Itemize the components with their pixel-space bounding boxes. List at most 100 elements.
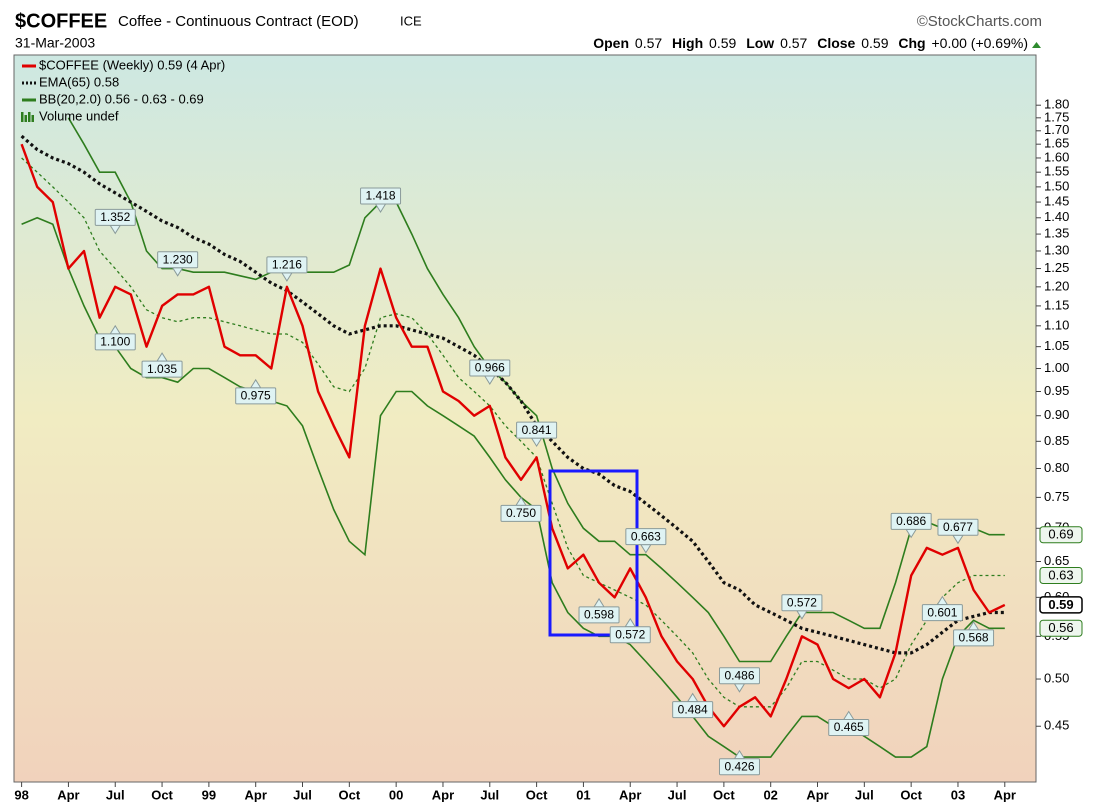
x-tick-label: Jul: [106, 787, 125, 802]
last-value-box: [1039, 619, 1083, 637]
y-tick-label: 0.85: [1044, 433, 1069, 448]
x-tick-label: Oct: [900, 787, 922, 802]
annotation-box: [94, 333, 136, 351]
x-tick-label: Apr: [806, 787, 828, 802]
y-tick-label: 1.75: [1044, 109, 1069, 124]
x-tick-label: Jul: [293, 787, 312, 802]
annotation-box: [937, 518, 979, 536]
annotation-box: [235, 387, 277, 405]
y-tick-label: 0.80: [1044, 460, 1069, 475]
annotation-label: 0.568: [959, 631, 989, 645]
annotation-label: 0.465: [834, 720, 864, 734]
y-tick-label: 1.15: [1044, 297, 1069, 312]
exchange: ICE: [400, 13, 422, 28]
x-tick-label: Oct: [151, 787, 173, 802]
quote-label: High: [672, 35, 703, 51]
annotation-box: [625, 528, 667, 546]
x-tick-label: Oct: [526, 787, 548, 802]
x-tick-label: 98: [14, 787, 28, 802]
x-tick-label: 00: [389, 787, 403, 802]
quote-value: 0.57: [780, 35, 807, 51]
x-tick-label: Apr: [57, 787, 79, 802]
chart-subtitle: Coffee - Continuous Contract (EOD): [118, 13, 359, 30]
bb-upper: [67, 117, 1005, 663]
x-tick-label: 01: [576, 787, 590, 802]
quote-value: 0.59: [861, 35, 888, 51]
last-value-label: 0.56: [1048, 620, 1073, 635]
quote-value: 0.59: [709, 35, 736, 51]
annotation-box: [157, 251, 199, 269]
annotation-label: 0.975: [241, 389, 271, 403]
last-value-label: 0.59: [1048, 597, 1073, 612]
annotation-box: [672, 701, 714, 719]
y-tick-label: 0.45: [1044, 718, 1069, 733]
x-tick-label: Jul: [480, 787, 499, 802]
x-tick-label: 03: [951, 787, 965, 802]
annotation-label: 0.486: [724, 668, 754, 682]
y-tick-label: 0.50: [1044, 670, 1069, 685]
annotation-box: [469, 359, 511, 377]
x-tick-label: Jul: [668, 787, 687, 802]
y-tick-label: 0.65: [1044, 553, 1069, 568]
y-tick-label: 0.75: [1044, 489, 1069, 504]
annotation-box: [718, 758, 760, 776]
x-tick-label: 99: [202, 787, 216, 802]
y-tick-label: 0.90: [1044, 407, 1069, 422]
annotation-label: 0.966: [475, 361, 505, 375]
source: ©StockCharts.com: [917, 13, 1042, 30]
last-value-box: [1039, 596, 1083, 614]
legend-swatch: [31, 115, 34, 122]
annotation-box: [828, 719, 870, 737]
y-tick-label: 1.70: [1044, 122, 1069, 137]
y-tick-label: 1.55: [1044, 164, 1069, 179]
annotation-box: [609, 626, 651, 644]
y-tick-label: 1.65: [1044, 136, 1069, 151]
bb-middle: [21, 157, 1005, 708]
annotation-label: 0.572: [615, 627, 645, 641]
legend-swatch: [24, 115, 27, 122]
annotation-box: [953, 629, 995, 647]
annotation-box: [578, 606, 620, 624]
quote: Open 0.57 High 0.59 Low 0.57 Close 0.59 …: [593, 35, 1028, 51]
last-value-label: 0.63: [1048, 567, 1073, 582]
legend-swatch: [28, 112, 31, 122]
legend-label: BB(20,2.0) 0.56 - 0.63 - 0.69: [39, 91, 204, 106]
quote-value: 0.57: [635, 35, 662, 51]
annotation-label: 0.686: [896, 514, 926, 528]
annotation-label: 0.750: [506, 506, 536, 520]
y-tick-label: 1.10: [1044, 317, 1069, 332]
legend-label: EMA(65) 0.58: [39, 74, 119, 89]
last-value-box: [1039, 567, 1083, 585]
annotation-box: [500, 504, 542, 522]
highlight-box: [548, 469, 639, 637]
x-tick-label: Apr: [619, 787, 641, 802]
annotation-label: 0.677: [943, 520, 973, 534]
annotation-box: [516, 421, 558, 439]
annotation-box: [921, 604, 963, 622]
annotation-box: [890, 512, 932, 530]
annotation-box: [360, 187, 402, 205]
y-tick-label: 1.00: [1044, 360, 1069, 375]
change-arrow: [1032, 42, 1041, 48]
y-tick-label: 1.20: [1044, 278, 1069, 293]
x-tick-label: Jul: [855, 787, 874, 802]
y-tick-label: 0.95: [1044, 383, 1069, 398]
series-line: [20, 143, 1006, 728]
y-tick-label: 1.80: [1044, 97, 1069, 112]
quote-value: +0.00 (+0.69%): [931, 35, 1028, 51]
y-tick-label: 1.50: [1044, 178, 1069, 193]
annotation-label: 0.598: [584, 608, 614, 622]
y-tick-label: 1.25: [1044, 260, 1069, 275]
annotation-label: 0.841: [522, 423, 552, 437]
y-tick-label: 1.05: [1044, 338, 1069, 353]
annotation-label: 1.100: [100, 334, 130, 348]
x-tick-label: Oct: [713, 787, 735, 802]
annotation-label: 1.035: [147, 362, 177, 376]
legend-label: $COFFEE (Weekly) 0.59 (4 Apr): [39, 57, 225, 72]
annotation-box: [141, 360, 183, 378]
annotation-box: [266, 256, 308, 274]
annotation-label: 0.426: [724, 759, 754, 773]
annotation-box: [718, 667, 760, 685]
x-tick-label: Oct: [338, 787, 360, 802]
